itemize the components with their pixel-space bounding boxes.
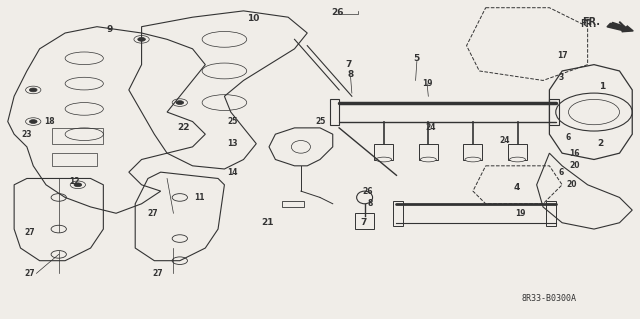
Circle shape bbox=[74, 183, 82, 187]
Text: 9: 9 bbox=[106, 25, 113, 34]
Text: 18: 18 bbox=[45, 117, 55, 126]
Text: 19: 19 bbox=[422, 79, 432, 88]
Text: 20: 20 bbox=[570, 161, 580, 170]
Text: 24: 24 bbox=[425, 123, 435, 132]
Bar bbox=[394, 201, 403, 226]
Text: 14: 14 bbox=[227, 168, 237, 177]
Bar bbox=[52, 153, 97, 166]
Bar bbox=[419, 144, 438, 160]
Text: 17: 17 bbox=[557, 51, 568, 60]
Text: 27: 27 bbox=[24, 228, 35, 237]
Ellipse shape bbox=[509, 157, 525, 162]
Text: 27: 27 bbox=[147, 209, 157, 218]
Text: 5: 5 bbox=[413, 54, 420, 63]
Bar bbox=[282, 201, 304, 207]
Circle shape bbox=[138, 37, 145, 41]
Circle shape bbox=[29, 88, 37, 92]
Text: 3: 3 bbox=[558, 73, 563, 82]
Bar bbox=[546, 201, 556, 226]
Bar bbox=[52, 128, 103, 144]
Text: 8: 8 bbox=[367, 199, 372, 208]
Text: 10: 10 bbox=[247, 14, 259, 23]
Text: 22: 22 bbox=[177, 123, 190, 132]
Text: 26: 26 bbox=[331, 8, 344, 17]
Bar bbox=[549, 100, 559, 125]
Text: 13: 13 bbox=[227, 139, 237, 148]
Ellipse shape bbox=[420, 157, 436, 162]
Bar bbox=[330, 100, 339, 125]
Text: 23: 23 bbox=[22, 130, 32, 139]
Text: 25: 25 bbox=[227, 117, 238, 126]
Text: FR.: FR. bbox=[580, 19, 598, 28]
Text: 1: 1 bbox=[599, 82, 605, 91]
FancyArrow shape bbox=[607, 23, 633, 32]
Text: 6: 6 bbox=[566, 133, 571, 142]
Text: 7: 7 bbox=[360, 218, 367, 227]
Text: 12: 12 bbox=[69, 177, 80, 186]
Text: 25: 25 bbox=[316, 117, 326, 126]
Ellipse shape bbox=[376, 157, 392, 162]
Text: 8R33-B0300A: 8R33-B0300A bbox=[522, 294, 577, 303]
Bar bbox=[355, 213, 374, 229]
Text: 8: 8 bbox=[348, 70, 354, 78]
Text: 20: 20 bbox=[566, 180, 577, 189]
Text: 16: 16 bbox=[570, 149, 580, 158]
Circle shape bbox=[176, 101, 184, 105]
Bar bbox=[508, 144, 527, 160]
Text: 21: 21 bbox=[262, 218, 274, 227]
Circle shape bbox=[29, 120, 37, 123]
Text: 7: 7 bbox=[346, 60, 352, 69]
Text: FR.: FR. bbox=[582, 17, 600, 27]
Text: 11: 11 bbox=[194, 193, 204, 202]
Text: 27: 27 bbox=[152, 269, 163, 278]
Text: 6: 6 bbox=[559, 168, 564, 177]
Bar bbox=[463, 144, 483, 160]
Text: 19: 19 bbox=[515, 209, 526, 218]
Bar bbox=[374, 144, 394, 160]
Text: 26: 26 bbox=[362, 187, 373, 196]
Text: 27: 27 bbox=[24, 269, 35, 278]
Ellipse shape bbox=[465, 157, 481, 162]
Text: 2: 2 bbox=[597, 139, 604, 148]
Text: 4: 4 bbox=[513, 183, 520, 192]
Text: 24: 24 bbox=[500, 136, 510, 145]
